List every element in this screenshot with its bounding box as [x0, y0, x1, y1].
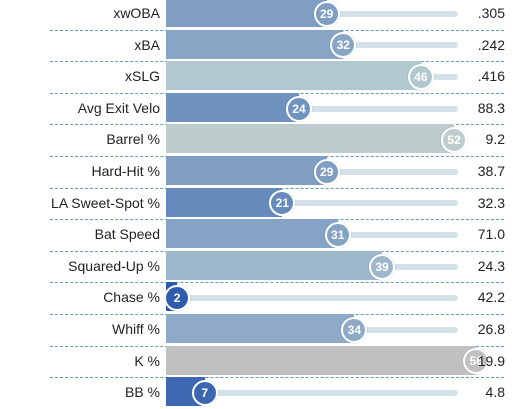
metric-value: 32.3 [477, 194, 505, 211]
metric-value: .242 [477, 36, 505, 53]
row-divider [50, 282, 504, 284]
metric-value: 4.8 [485, 384, 505, 401]
percentile-knob: 31 [324, 221, 351, 248]
percentile-knob: 32 [330, 32, 357, 59]
metric-label: xBA [134, 36, 160, 53]
chart-row: xwOBA 29 .305 [0, 0, 516, 31]
chart-row: Squared-Up % 39 24.3 [0, 250, 516, 284]
percentile-bar [166, 345, 477, 375]
percentile-knob: 7 [191, 379, 218, 406]
metric-value: 38.7 [477, 163, 505, 179]
metric-label: Chase % [103, 289, 160, 306]
percentile-bar [166, 314, 355, 343]
percentile-knob: 52 [441, 127, 468, 154]
metric-label: LA Sweet-Spot % [51, 194, 160, 211]
chart-row: xSLG 46 .416 [0, 61, 516, 94]
percentile-bar [166, 187, 283, 217]
percentile-track [166, 389, 458, 396]
metric-value: 24.3 [477, 257, 505, 274]
row-divider [50, 377, 504, 379]
percentile-knob: 29 [313, 158, 340, 185]
chart-row: Bat Speed 31 71.0 [0, 219, 516, 252]
percentile-bar [166, 156, 327, 185]
percentile-bar [166, 250, 383, 280]
chart-row: Chase % 2 42.2 [0, 282, 516, 315]
percentile-bar [166, 29, 344, 59]
metric-value: 9.2 [485, 131, 505, 148]
chart-row: Barrel % 52 9.2 [0, 124, 516, 157]
metric-label: xSLG [124, 68, 160, 85]
chart-row: Hard-Hit % 29 38.7 [0, 156, 516, 189]
percentile-knob: 56 [463, 348, 490, 375]
percentile-knob: 29 [313, 0, 340, 27]
percentile-knob: 2 [164, 285, 191, 312]
metric-value: .416 [477, 68, 505, 85]
metric-value: 19.9 [477, 352, 505, 369]
percentile-track [166, 295, 458, 302]
chart-row: BB % 7 4.8 [0, 377, 516, 409]
percentile-bar [166, 219, 338, 249]
percentile-knob: 21 [269, 190, 296, 217]
metric-value: 42.2 [477, 289, 505, 306]
percentile-knob: 39 [369, 253, 396, 280]
percentile-knob: 24 [285, 95, 312, 122]
chart-row: LA Sweet-Spot % 21 32.3 [0, 187, 516, 221]
metric-label: BB % [124, 384, 160, 401]
metric-value: 71.0 [477, 226, 505, 243]
percentile-knob: 34 [341, 316, 368, 343]
percentile-track [166, 200, 458, 207]
metric-label: Bat Speed [94, 226, 160, 243]
metric-label: Avg Exit Velo [77, 99, 160, 116]
percentile-knob: 46 [407, 63, 434, 90]
percentile-bar [166, 61, 421, 91]
percentile-bar [166, 92, 299, 122]
metric-label: Hard-Hit % [91, 163, 160, 179]
percentile-bar [166, 124, 455, 154]
metric-value: .305 [477, 5, 505, 21]
metric-value: 88.3 [477, 99, 505, 116]
chart-row: xBA 32 .242 [0, 29, 516, 63]
metric-label: Squared-Up % [68, 257, 160, 274]
metric-label: K % [134, 352, 160, 369]
metric-label: xwOBA [113, 5, 160, 21]
percentile-bar [166, 0, 327, 27]
percentile-track [166, 105, 458, 112]
chart-row: K % 56 19.9 [0, 345, 516, 379]
metric-label: Barrel % [106, 131, 160, 148]
metric-label: Whiff % [112, 321, 160, 337]
metric-value: 26.8 [477, 321, 505, 337]
chart-row: Avg Exit Velo 24 88.3 [0, 92, 516, 126]
chart-row: Whiff % 34 26.8 [0, 314, 516, 347]
